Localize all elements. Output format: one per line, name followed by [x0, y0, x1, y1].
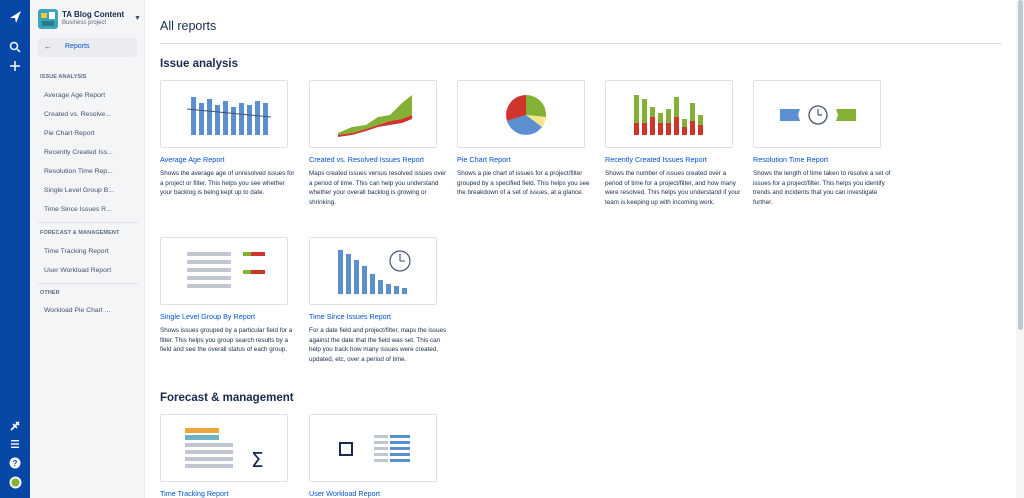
sidebar-item-resolution-time[interactable]: Resolution Time Rep... — [44, 168, 113, 175]
pie-chart-thumbnail[interactable] — [457, 80, 585, 148]
report-card-pie-chart[interactable]: Pie Chart Report Shows a pie chart of is… — [457, 80, 590, 230]
help-icon[interactable]: ? — [7, 455, 23, 471]
card-title[interactable]: Recently Created Issues Report — [605, 155, 707, 164]
report-card-recently-created[interactable]: Recently Created Issues Report Shows the… — [605, 80, 740, 230]
project-type: Business project — [62, 20, 107, 26]
project-sidebar: TA Blog Content Business project ▼ ← Rep… — [30, 0, 145, 498]
card-description: Shows the length of time taken to resolv… — [753, 170, 891, 206]
profile-avatar-icon[interactable] — [7, 474, 23, 490]
sidebar-item-created-vs-resolved[interactable]: Created vs. Resolve... — [44, 111, 111, 118]
jira-logo-icon[interactable] — [7, 9, 23, 25]
card-description: Shows the average age of unresolved issu… — [160, 170, 295, 196]
report-card-single-level-group[interactable]: Single Level Group By Report Shows issue… — [160, 237, 292, 377]
svg-text:?: ? — [13, 459, 18, 468]
section-heading-issue-analysis: Issue analysis — [160, 58, 238, 70]
report-card-created-vs-resolved[interactable]: Created vs. Resolved Issues Report Maps … — [309, 80, 446, 230]
notifications-icon[interactable] — [7, 418, 23, 434]
project-name: TA Blog Content — [62, 10, 125, 19]
sidebar-item-single-level-group[interactable]: Single Level Group B... — [44, 187, 114, 194]
user-workload-thumbnail[interactable] — [309, 414, 437, 482]
search-icon[interactable] — [7, 39, 23, 55]
back-label: Reports — [65, 43, 90, 50]
card-title[interactable]: Created vs. Resolved Issues Report — [309, 155, 425, 164]
card-description: For a date field and project/filter, map… — [309, 327, 447, 363]
report-card-user-workload[interactable]: User Workload Report — [309, 414, 437, 498]
page-title: All reports — [160, 19, 217, 33]
created-vs-resolved-thumbnail[interactable] — [309, 80, 437, 148]
sidebar-section-other: OTHER — [40, 290, 60, 296]
svg-text:Σ: Σ — [251, 448, 264, 472]
card-title[interactable]: Single Level Group By Report — [160, 312, 256, 321]
sidebar-divider — [38, 222, 138, 223]
card-title[interactable]: Time Since Issues Report — [309, 312, 392, 321]
sidebar-section-forecast: FORECAST & MANAGEMENT — [40, 230, 120, 236]
title-divider — [160, 43, 1002, 44]
report-card-time-tracking[interactable]: Σ Time Tracking Report — [160, 414, 288, 498]
chevron-down-icon[interactable]: ▼ — [134, 15, 141, 22]
single-level-group-thumbnail[interactable] — [160, 237, 288, 305]
card-description: Shows the number of issues created over … — [605, 170, 741, 206]
card-title[interactable]: Time Tracking Report — [160, 489, 229, 498]
project-switcher[interactable]: TA Blog Content Business project ▼ — [38, 9, 141, 31]
sidebar-item-average-age[interactable]: Average Age Report — [44, 92, 106, 99]
card-title[interactable]: Resolution Time Report — [753, 155, 829, 164]
report-card-resolution-time[interactable]: Resolution Time Report Shows the length … — [753, 80, 891, 230]
resolution-time-thumbnail[interactable] — [753, 80, 881, 148]
vertical-scrollbar-thumb[interactable] — [1018, 0, 1023, 330]
time-tracking-thumbnail[interactable]: Σ — [160, 414, 288, 482]
menu-icon[interactable] — [7, 436, 23, 452]
card-title[interactable]: User Workload Report — [309, 489, 380, 498]
create-plus-icon[interactable] — [7, 58, 23, 74]
recently-created-thumbnail[interactable] — [605, 80, 733, 148]
main-content: All reports Issue analysis Average Age R… — [146, 0, 1016, 498]
card-description: Shows a pie chart of issues for a projec… — [457, 170, 590, 196]
card-description: Shows issues grouped by a particular fie… — [160, 327, 293, 353]
sidebar-item-workload-pie-chart[interactable]: Workload Pie Chart ... — [44, 307, 111, 314]
sidebar-item-time-tracking[interactable]: Time Tracking Report — [44, 248, 109, 255]
time-since-issues-thumbnail[interactable] — [309, 237, 437, 305]
sidebar-divider — [38, 283, 138, 284]
sidebar-item-pie-chart[interactable]: Pie Chart Report — [44, 130, 95, 137]
card-title[interactable]: Pie Chart Report — [457, 155, 511, 164]
sidebar-item-recently-created[interactable]: Recently Created Iss... — [44, 149, 113, 156]
back-to-reports-button[interactable]: ← Reports — [38, 38, 137, 57]
section-heading-forecast: Forecast & management — [160, 392, 294, 404]
card-description: Maps created issues versus resolved issu… — [309, 170, 447, 206]
project-avatar — [38, 9, 58, 29]
arrow-left-icon: ← — [44, 42, 52, 51]
global-nav: ? — [0, 0, 30, 498]
card-title[interactable]: Average Age Report — [160, 155, 225, 164]
sidebar-section-issue-analysis: ISSUE ANALYSIS — [40, 74, 87, 80]
report-card-average-age[interactable]: Average Age Report Shows the average age… — [160, 80, 294, 230]
average-age-thumbnail[interactable] — [160, 80, 288, 148]
sidebar-item-time-since-issues[interactable]: Time Since Issues R... — [44, 206, 112, 213]
sidebar-item-user-workload[interactable]: User Workload Report — [44, 267, 112, 274]
report-card-time-since-issues[interactable]: Time Since Issues Report For a date fiel… — [309, 237, 446, 377]
